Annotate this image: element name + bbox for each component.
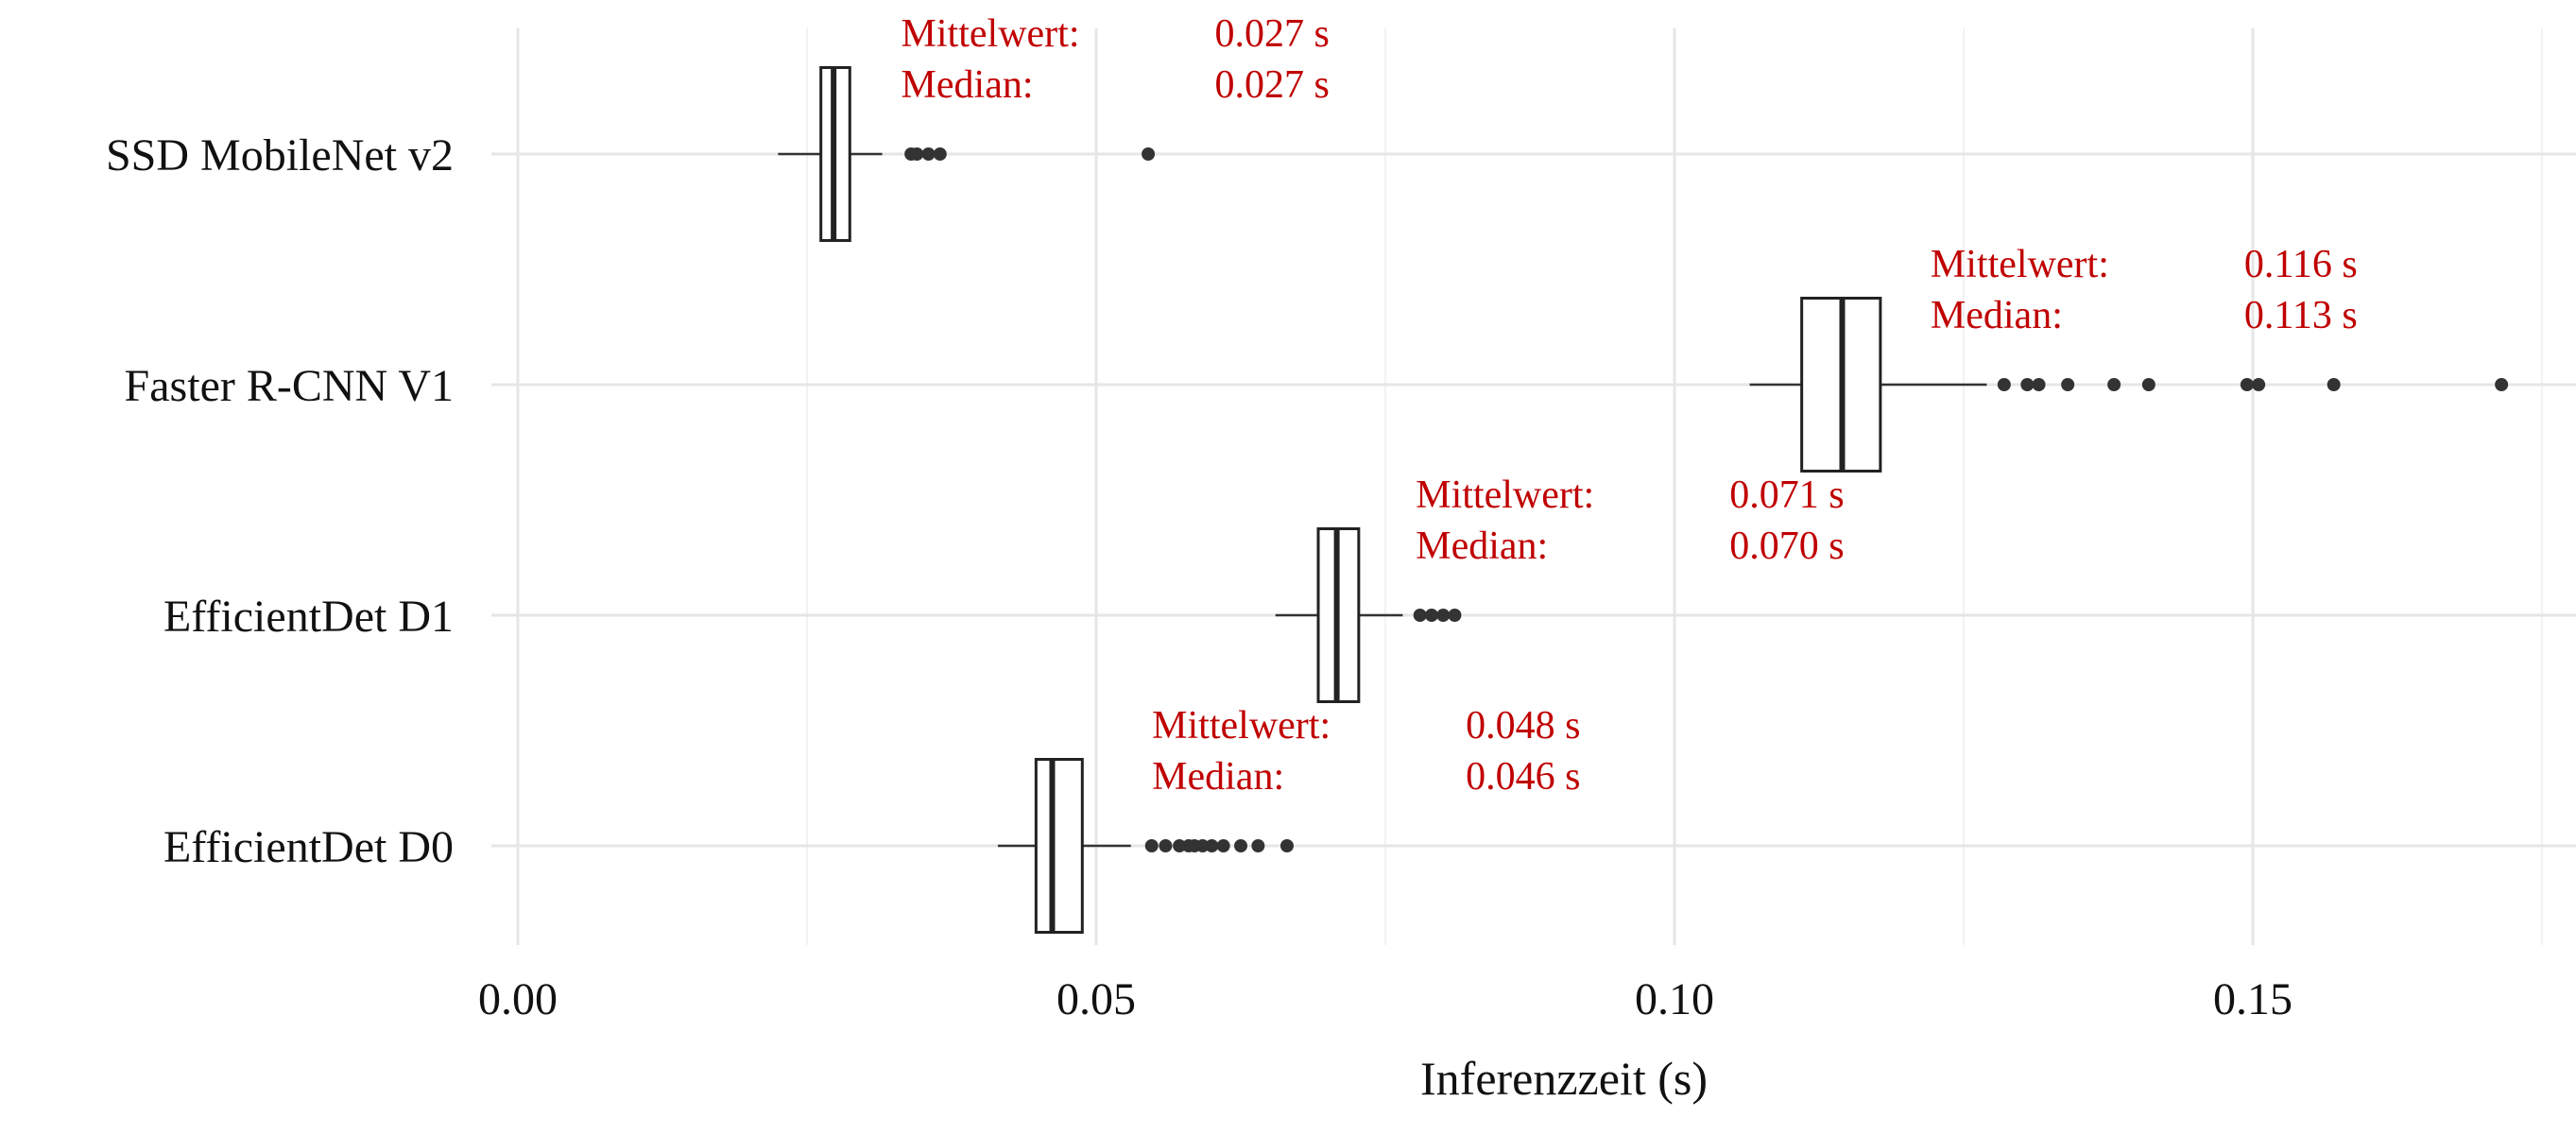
x-tick-label: 0.00 bbox=[478, 974, 558, 1024]
box-iqr bbox=[1034, 758, 1084, 934]
median-label: Median: bbox=[1416, 525, 1548, 568]
outlier-point bbox=[1195, 839, 1210, 852]
outlier-point bbox=[2061, 378, 2075, 391]
outlier-point bbox=[1159, 839, 1173, 852]
outlier-point bbox=[1234, 839, 1247, 852]
grid-lines bbox=[491, 28, 2576, 945]
outlier-point bbox=[1997, 378, 2011, 391]
box-group bbox=[778, 66, 1156, 242]
box-group bbox=[997, 758, 1294, 934]
outlier-point bbox=[2020, 378, 2035, 391]
x-axis-label: Inferenzzeit (s) bbox=[1420, 1052, 1708, 1105]
median-label: Median: bbox=[1152, 755, 1284, 799]
outlier-point bbox=[1413, 609, 1427, 622]
outlier-point bbox=[933, 147, 947, 161]
outlier-point bbox=[2327, 378, 2341, 391]
outlier-point bbox=[1205, 839, 1219, 852]
outlier-point bbox=[2495, 378, 2509, 391]
outlier-point bbox=[910, 147, 924, 161]
outlier-point bbox=[1448, 609, 1462, 622]
median-value: 0.113 s bbox=[2244, 294, 2358, 337]
box-layer bbox=[778, 66, 2509, 934]
mean-label: Mittelwert: bbox=[1416, 473, 1594, 517]
outlier-point bbox=[1251, 839, 1265, 852]
category-label: SSD MobileNet v2 bbox=[106, 130, 454, 181]
box-group bbox=[1749, 297, 2509, 473]
median-value: 0.046 s bbox=[1466, 755, 1580, 799]
x-tick-label: 0.10 bbox=[1635, 974, 1714, 1024]
outlier-point bbox=[2141, 378, 2155, 391]
outlier-point bbox=[1436, 609, 1451, 622]
outlier-point bbox=[1142, 147, 1156, 161]
mean-value: 0.027 s bbox=[1215, 12, 1330, 56]
x-tick-label: 0.15 bbox=[2213, 974, 2293, 1024]
outlier-point bbox=[1424, 609, 1438, 622]
outlier-point bbox=[2032, 378, 2046, 391]
median-label: Median: bbox=[1931, 294, 2063, 337]
x-tick-label: 0.05 bbox=[1056, 974, 1136, 1024]
outlier-point bbox=[921, 147, 936, 161]
outlier-point bbox=[1216, 839, 1230, 852]
outlier-point bbox=[1279, 839, 1294, 852]
median-label: Median: bbox=[902, 63, 1034, 107]
mean-label: Mittelwert: bbox=[1931, 243, 2109, 286]
box-group bbox=[1275, 527, 1462, 703]
outlier-point bbox=[2240, 378, 2254, 391]
mean-label: Mittelwert: bbox=[902, 12, 1080, 56]
mean-value: 0.116 s bbox=[2244, 243, 2358, 286]
median-value: 0.027 s bbox=[1215, 63, 1330, 107]
x-axis: Inferenzzeit (s) 0.00 0.05 0.10 0.15 bbox=[478, 974, 2293, 1105]
category-labels: SSD MobileNet v2 Faster R-CNN V1 Efficient… bbox=[106, 130, 454, 872]
outlier-point bbox=[2252, 378, 2266, 391]
category-label: Faster R-CNN V1 bbox=[125, 361, 454, 411]
category-label: EfficientDet D0 bbox=[163, 822, 454, 872]
median-value: 0.070 s bbox=[1729, 525, 1844, 568]
annotations: Mittelwert: 0.027 s Median: 0.027 s Mittelwe… bbox=[902, 12, 2358, 799]
mean-value: 0.071 s bbox=[1729, 473, 1844, 517]
outlier-point bbox=[1144, 839, 1159, 852]
mean-label: Mittelwert: bbox=[1152, 704, 1331, 748]
mean-value: 0.048 s bbox=[1466, 704, 1580, 748]
outlier-point bbox=[2107, 378, 2121, 391]
category-label: EfficientDet D1 bbox=[163, 592, 454, 642]
outlier-point bbox=[1173, 839, 1187, 852]
